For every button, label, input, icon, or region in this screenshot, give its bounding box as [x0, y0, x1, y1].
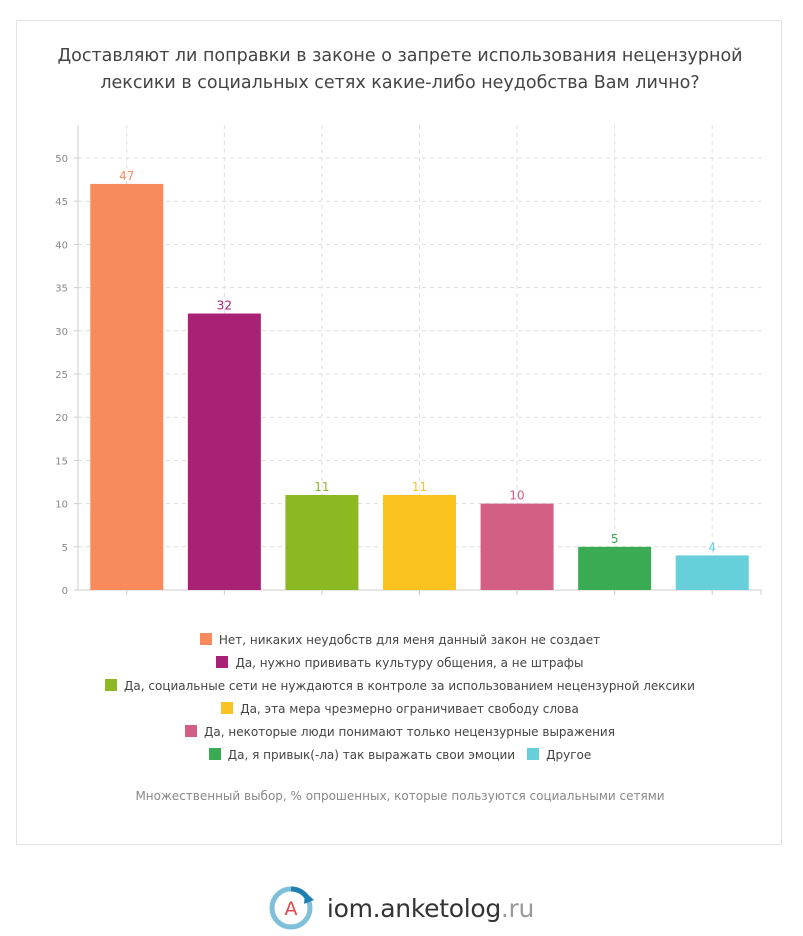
- legend-label: Да, социальные сети не нуждаются в контр…: [124, 679, 695, 693]
- y-tick-label: 5: [62, 543, 68, 554]
- y-tick-label: 20: [55, 413, 68, 424]
- y-tick-label: 35: [55, 284, 68, 295]
- legend-row: Да, нужно прививать культуру общения, а …: [17, 652, 783, 675]
- brand-main: iom.anketolog: [326, 893, 501, 923]
- legend-label: Другое: [546, 748, 592, 762]
- bar-3: [285, 494, 359, 590]
- legend-item: Да, я привык(-ла) так выражать свои эмоц…: [208, 744, 516, 767]
- brand-name: iom.anketolog.ru: [327, 894, 534, 923]
- legend-label: Нет, никаких неудобств для меня данный з…: [218, 633, 601, 647]
- legend-swatch: [527, 748, 540, 760]
- legend-row: Да, эта мера чрезмерно ограничивает своб…: [17, 698, 783, 721]
- bar-value-label: 5: [611, 532, 619, 546]
- y-tick-label: 50: [55, 154, 68, 165]
- legend-swatch: [208, 748, 221, 760]
- chart-title-line-1: Доставляют ли поправки в законе о запрет…: [57, 46, 743, 66]
- bar-7: [675, 555, 749, 590]
- legend-row: Нет, никаких неудобств для меня данный з…: [17, 629, 783, 652]
- legend-swatch: [216, 656, 229, 668]
- bar-value-label: 47: [119, 169, 134, 183]
- y-tick-label: 10: [55, 500, 68, 511]
- bar-chart: 0 5 10 15 20 25 30 35 40 45 50 47 32 11 11 10 5 4: [55, 125, 762, 597]
- y-tick-label: 40: [55, 240, 68, 251]
- bar-value-label: 11: [412, 480, 427, 494]
- legend-swatch: [105, 679, 118, 691]
- bar-2: [187, 313, 261, 590]
- anketolog-logo-icon: A: [269, 886, 314, 930]
- legend-item: Нет, никаких неудобств для меня данный з…: [199, 629, 601, 652]
- bar-6: [578, 546, 652, 590]
- legend-row: Да, я привык(-ла) так выражать свои эмоц…: [17, 744, 783, 767]
- bar-5: [480, 503, 554, 590]
- bar-value-label: 10: [509, 489, 524, 503]
- legend-label: Да, некоторые люди понимают только нецен…: [204, 725, 615, 739]
- legend-row: Да, некоторые люди понимают только нецен…: [17, 721, 783, 744]
- legend-row: Да, социальные сети не нуждаются в контр…: [17, 675, 783, 698]
- y-tick-label: 30: [55, 327, 68, 338]
- legend-swatch: [221, 702, 234, 714]
- chart-title: Доставляют ли поправки в законе о запрет…: [17, 43, 783, 97]
- chart-card: Доставляют ли поправки в законе о запрет…: [16, 20, 782, 845]
- bar-value-label: 32: [217, 299, 232, 313]
- y-tick-label: 15: [55, 456, 68, 467]
- y-tick-label: 0: [62, 586, 68, 597]
- y-tick-label: 25: [55, 370, 68, 381]
- bar-4: [383, 494, 456, 590]
- legend-item: Другое: [527, 744, 591, 767]
- legend-swatch: [185, 725, 198, 737]
- legend-label: Да, я привык(-ла) так выражать свои эмоц…: [227, 748, 516, 762]
- brand-tld: .ru: [500, 893, 535, 923]
- bar-value-label: 11: [314, 480, 329, 494]
- bar-value-label: 4: [708, 540, 716, 554]
- chart-title-line-2: лексики в социальных сетях какие-либо не…: [100, 73, 700, 93]
- footer: A iom.anketolog.ru: [0, 884, 803, 932]
- legend-swatch: [199, 633, 212, 645]
- legend-item: Да, эта мера чрезмерно ограничивает своб…: [221, 698, 579, 721]
- legend-item: Да, некоторые люди понимают только нецен…: [185, 721, 615, 744]
- y-tick-label: 45: [55, 197, 68, 208]
- legend-item: Да, социальные сети не нуждаются в контр…: [105, 675, 695, 698]
- logo-letter: A: [284, 898, 297, 920]
- bar-1: [90, 183, 164, 591]
- chart-legend: Нет, никаких неудобств для меня данный з…: [17, 629, 783, 767]
- legend-item: Да, нужно прививать культуру общения, а …: [216, 652, 584, 675]
- chart-note: Множественный выбор, % опрошенных, котор…: [135, 789, 665, 803]
- legend-label: Да, эта мера чрезмерно ограничивает своб…: [240, 702, 579, 716]
- legend-label: Да, нужно прививать культуру общения, а …: [235, 656, 584, 670]
